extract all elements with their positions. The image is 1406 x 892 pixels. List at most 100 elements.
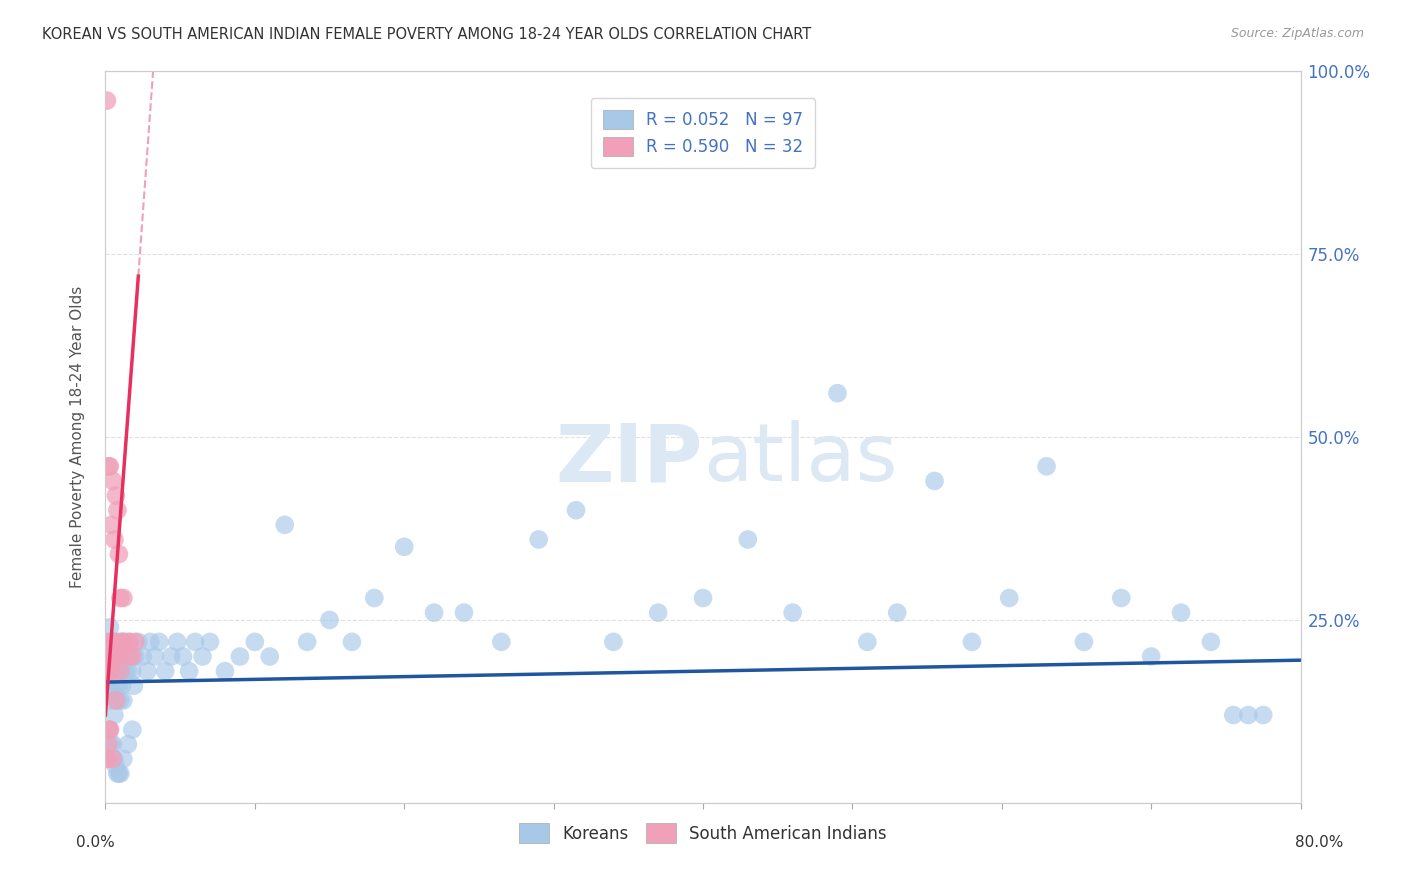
Point: [177, 664, 201, 678]
Point: [100, 737, 122, 751]
Point: [121, 723, 143, 737]
Point: [363, 591, 385, 605]
Point: [318, 613, 340, 627]
Point: [1237, 708, 1260, 723]
Point: [103, 635, 125, 649]
Point: [998, 591, 1021, 605]
Point: [191, 649, 214, 664]
Point: [121, 664, 143, 678]
Point: [100, 664, 122, 678]
Point: [184, 635, 207, 649]
Point: [103, 708, 125, 723]
Point: [96, 664, 118, 678]
Point: [101, 686, 124, 700]
Point: [124, 635, 146, 649]
Point: [132, 649, 155, 664]
Point: [491, 635, 513, 649]
Point: [110, 766, 132, 780]
Point: [259, 649, 281, 664]
Point: [565, 503, 588, 517]
Point: [103, 635, 125, 649]
Point: [127, 635, 149, 649]
Point: [108, 766, 131, 780]
Point: [107, 503, 129, 517]
Point: [155, 664, 177, 678]
Point: [96, 94, 118, 108]
Point: [243, 635, 266, 649]
Point: [117, 737, 139, 751]
Y-axis label: Female Poverty Among 18-24 Year Olds: Female Poverty Among 18-24 Year Olds: [70, 286, 84, 588]
Point: [602, 635, 624, 649]
Point: [1035, 459, 1057, 474]
Point: [108, 649, 131, 664]
Point: [98, 672, 121, 686]
Point: [1140, 649, 1163, 664]
Point: [214, 664, 236, 678]
Point: [886, 606, 908, 620]
Point: [96, 635, 118, 649]
Point: [856, 635, 879, 649]
Point: [101, 649, 124, 664]
Point: [97, 686, 120, 700]
Point: [107, 766, 129, 780]
Point: [104, 759, 127, 773]
Point: [117, 649, 139, 664]
Point: [98, 723, 121, 737]
Point: [104, 489, 127, 503]
Text: 0.0%: 0.0%: [76, 836, 115, 850]
Point: [136, 664, 159, 678]
Point: [103, 664, 125, 678]
Point: [98, 620, 121, 634]
Point: [117, 664, 139, 678]
Point: [96, 752, 118, 766]
Point: [112, 591, 135, 605]
Point: [1251, 708, 1274, 723]
Point: [112, 693, 135, 707]
Point: [114, 635, 136, 649]
Point: [139, 635, 162, 649]
Point: [101, 752, 124, 766]
Point: [97, 723, 120, 737]
Point: [107, 664, 129, 678]
Point: [104, 649, 127, 664]
Point: [229, 649, 252, 664]
Point: [112, 752, 135, 766]
Point: [737, 533, 759, 547]
Point: [100, 649, 122, 664]
Point: [124, 649, 146, 664]
Point: [107, 649, 129, 664]
Point: [110, 591, 132, 605]
Point: [148, 635, 170, 649]
Point: [96, 752, 118, 766]
Point: [160, 649, 183, 664]
Point: [118, 635, 141, 649]
Point: [1199, 635, 1222, 649]
Point: [98, 723, 121, 737]
Point: [110, 635, 132, 649]
Point: [172, 649, 194, 664]
Point: [104, 679, 127, 693]
Point: [107, 635, 129, 649]
Point: [108, 679, 131, 693]
Point: [97, 459, 120, 474]
Point: [98, 664, 121, 678]
Point: [1222, 708, 1244, 723]
Point: [100, 693, 122, 707]
Point: [1073, 635, 1095, 649]
Point: [527, 533, 550, 547]
Point: [98, 459, 121, 474]
Point: [1170, 606, 1192, 620]
Point: [198, 635, 221, 649]
Point: [122, 679, 145, 693]
Point: [98, 649, 121, 664]
Point: [110, 693, 132, 707]
Text: atlas: atlas: [703, 420, 897, 498]
Point: [97, 737, 120, 751]
Point: [394, 540, 416, 554]
Text: KOREAN VS SOUTH AMERICAN INDIAN FEMALE POVERTY AMONG 18-24 YEAR OLDS CORRELATION: KOREAN VS SOUTH AMERICAN INDIAN FEMALE P…: [42, 27, 811, 42]
Point: [112, 635, 135, 649]
Point: [114, 664, 136, 678]
Text: ZIP: ZIP: [555, 420, 703, 498]
Legend: Koreans, South American Indians: Koreans, South American Indians: [513, 817, 893, 849]
Point: [104, 693, 127, 707]
